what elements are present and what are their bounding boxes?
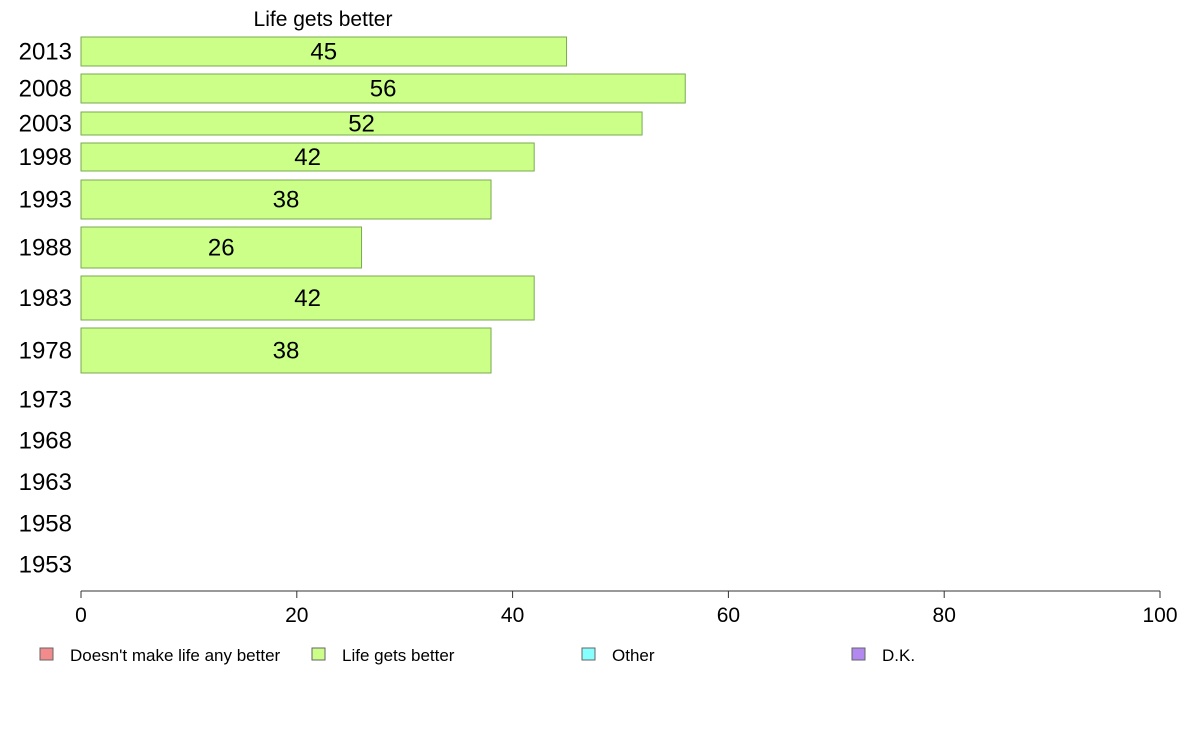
legend-label: Doesn't make life any better [70,646,281,665]
y-tick-label: 2003 [19,111,72,138]
y-tick-label: 1958 [19,511,72,538]
bar [80,327,492,374]
bar-value-label: 45 [310,39,337,66]
legend-label: D.K. [882,646,915,665]
bars-layer: 45 56 52 42 38 26 42 38 [80,36,686,374]
y-tick-label: 1973 [19,387,72,414]
bar [80,73,686,104]
bar [80,111,643,136]
legend-label: Life gets better [342,646,455,665]
x-tick-label: 20 [285,604,308,627]
bar-value-label: 52 [348,111,375,138]
bar [80,36,568,67]
y-tick-label: 1963 [19,469,72,496]
x-tick-label: 60 [717,604,740,627]
y-tick-label: 2013 [19,39,72,66]
y-tick-label: 1968 [19,428,72,455]
legend: Doesn't make life any better Life gets be… [39,646,915,665]
x-axis-ticks: 0 20 40 60 80 100 [75,591,1178,627]
bar-value-label: 38 [273,338,300,365]
y-tick-label: 2008 [19,76,72,103]
y-tick-label: 1993 [19,187,72,214]
bar [80,226,363,269]
y-tick-label: 1978 [19,338,72,365]
x-tick-label: 80 [933,604,956,627]
legend-label: Other [612,646,655,665]
x-tick-label: 0 [75,604,87,627]
y-tick-label: 1998 [19,144,72,171]
y-tick-label: 1988 [19,235,72,262]
bar-value-label: 56 [370,76,397,103]
x-tick-label: 40 [501,604,524,627]
legend-swatch [311,647,326,661]
x-tick-label: 100 [1142,604,1177,627]
bar-value-label: 42 [294,285,321,312]
legend-swatch [39,647,54,661]
bar [80,179,492,220]
bar [80,142,535,172]
bar-value-label: 38 [273,187,300,214]
bar-value-label: 42 [294,144,321,171]
legend-swatch [581,647,596,661]
chart-title: Life gets better [254,8,393,31]
y-tick-label: 1983 [19,285,72,312]
y-tick-label: 1953 [19,552,72,579]
bar [80,275,535,321]
legend-swatch [851,647,866,661]
y-tick-labels: 2013 2008 2003 1998 1993 1988 1983 1978 1973 1968… [19,39,72,579]
bar-value-label: 26 [208,235,235,262]
